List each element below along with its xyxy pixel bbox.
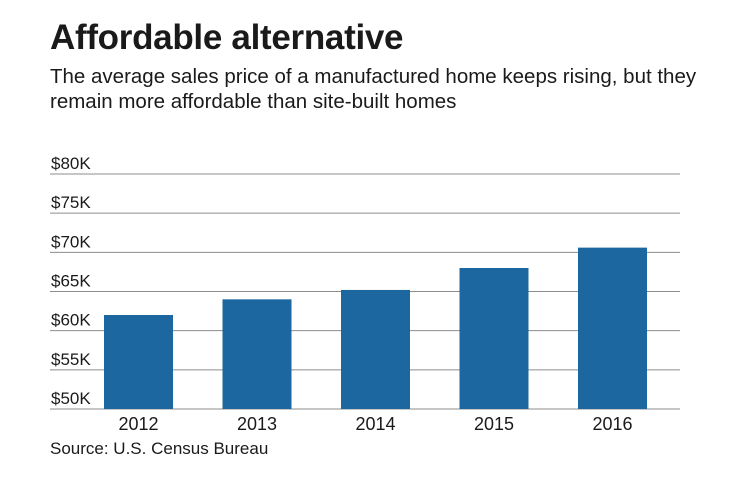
y-tick-label: $70K [51, 232, 91, 251]
y-tick-label: $80K [51, 154, 91, 173]
bars [104, 247, 647, 409]
source-note: Source: U.S. Census Bureau [50, 439, 269, 458]
bar-2014 [341, 289, 410, 409]
y-tick-label: $50K [51, 389, 91, 408]
y-tick-label: $75K [51, 193, 91, 212]
x-tick-label: 2015 [474, 414, 514, 434]
x-tick-label: 2012 [118, 414, 158, 434]
bar-2016 [578, 247, 647, 409]
x-tick-label: 2016 [592, 414, 632, 434]
y-tick-label: $60K [51, 311, 91, 330]
x-axis-ticks: 2012 2013 2014 2015 2016 [118, 414, 632, 434]
bar-2015 [459, 268, 529, 409]
y-tick-label: $55K [51, 350, 91, 369]
chart-title: Affordable alternative [50, 18, 404, 57]
bar-2012 [104, 315, 173, 409]
y-tick-label: $65K [51, 272, 91, 291]
y-axis-ticks: $80K $75K $70K $65K $60K $55K $50K [51, 154, 91, 408]
chart-subtitle: The average sales price of a manufacture… [50, 65, 697, 113]
x-tick-label: 2014 [355, 414, 395, 434]
bar-2013 [222, 299, 292, 409]
x-tick-label: 2013 [237, 414, 277, 434]
